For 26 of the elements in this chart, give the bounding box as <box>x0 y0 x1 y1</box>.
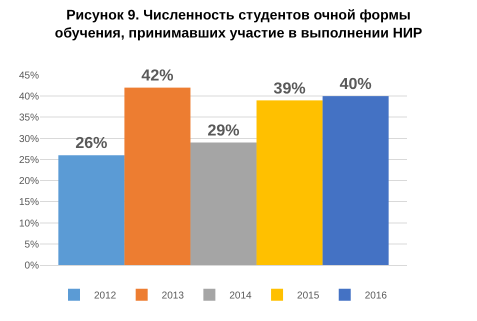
bar <box>58 155 124 265</box>
legend-label: 2014 <box>229 290 252 302</box>
y-tick-label: 30% <box>18 134 40 145</box>
legend-label: 2013 <box>162 290 184 302</box>
bar <box>190 142 257 265</box>
y-tick-label: 35% <box>18 112 40 124</box>
y-tick-label: 15% <box>18 197 40 208</box>
legend-label: 2015 <box>297 290 320 302</box>
data-label: 42% <box>141 68 174 85</box>
data-label: 40% <box>340 76 372 94</box>
bar <box>322 96 389 265</box>
y-tick-label: 45% <box>18 70 40 82</box>
bar <box>256 100 323 265</box>
chart-title: Рисунок 9. Численность студентов очной формы обучения, принимавших участие в выполнении НИР <box>54 6 422 40</box>
data-label: 26% <box>75 135 108 152</box>
y-tick-label: 0% <box>24 260 40 272</box>
bar <box>124 88 190 265</box>
y-tick-label: 40% <box>18 92 40 103</box>
legend-label: 2012 <box>94 290 117 302</box>
y-tick-label: 20% <box>18 176 40 188</box>
y-tick-label: 5% <box>24 239 40 250</box>
y-tick-label: 10% <box>18 218 40 230</box>
data-label: 29% <box>207 122 240 140</box>
y-tick-label: 25% <box>18 154 40 166</box>
data-label: 39% <box>274 80 306 98</box>
legend-label: 2016 <box>364 290 388 302</box>
